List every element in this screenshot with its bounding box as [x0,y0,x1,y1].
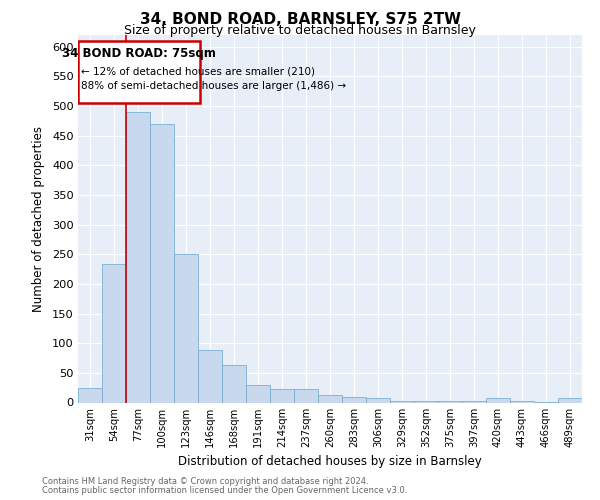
Bar [198,350,222,403]
Y-axis label: Number of detached properties: Number of detached properties [32,126,45,312]
Text: Contains HM Land Registry data © Crown copyright and database right 2024.: Contains HM Land Registry data © Crown c… [42,477,368,486]
Bar [174,254,198,402]
Bar [558,398,582,402]
Bar [294,390,318,402]
Text: ← 12% of detached houses are smaller (210): ← 12% of detached houses are smaller (21… [81,66,315,76]
Text: Size of property relative to detached houses in Barnsley: Size of property relative to detached ho… [124,24,476,37]
Bar [222,365,246,403]
Text: 34 BOND ROAD: 75sqm: 34 BOND ROAD: 75sqm [62,48,216,60]
Bar [366,398,390,402]
Bar [270,390,294,402]
Text: 88% of semi-detached houses are larger (1,486) →: 88% of semi-detached houses are larger (… [81,81,346,91]
Bar [390,400,414,402]
Bar [126,112,150,403]
FancyBboxPatch shape [78,41,200,103]
Bar [486,398,510,402]
Text: Contains public sector information licensed under the Open Government Licence v3: Contains public sector information licen… [42,486,407,495]
Bar [342,396,366,402]
X-axis label: Distribution of detached houses by size in Barnsley: Distribution of detached houses by size … [178,456,482,468]
Bar [150,124,174,402]
Bar [78,388,102,402]
Bar [102,264,126,402]
Bar [246,384,270,402]
Text: 34, BOND ROAD, BARNSLEY, S75 2TW: 34, BOND ROAD, BARNSLEY, S75 2TW [139,12,461,26]
Bar [318,396,342,402]
